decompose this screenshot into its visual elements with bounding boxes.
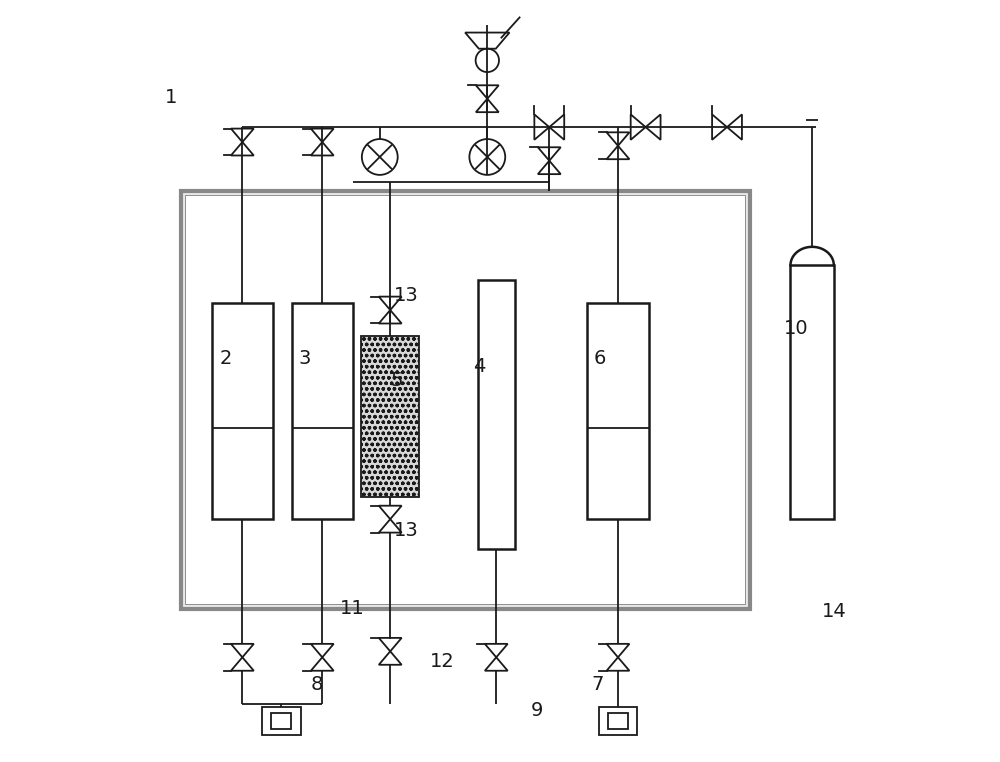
Text: 10: 10 [784, 319, 809, 338]
Text: 6: 6 [593, 349, 606, 368]
Bar [790, 265, 834, 519]
Bar [186, 196, 745, 604]
Text: 12: 12 [430, 652, 455, 671]
Text: 3: 3 [299, 349, 311, 368]
Text: 4: 4 [473, 357, 485, 376]
Text: 2: 2 [220, 349, 232, 368]
Text: 8: 8 [311, 675, 323, 694]
Bar [212, 303, 273, 519]
Bar [587, 303, 649, 519]
Bar [292, 303, 353, 519]
Text: 9: 9 [531, 701, 544, 720]
Text: 13: 13 [394, 521, 419, 539]
Text: 7: 7 [591, 675, 603, 694]
Bar [262, 706, 301, 735]
Bar [478, 280, 515, 549]
Bar [271, 713, 291, 728]
Bar [181, 190, 750, 609]
Text: 11: 11 [340, 599, 365, 618]
Bar [608, 713, 628, 728]
Text: 13: 13 [394, 286, 419, 305]
Text: 5: 5 [391, 372, 403, 390]
Bar [361, 336, 419, 497]
Text: 1: 1 [165, 88, 178, 107]
Bar [186, 196, 745, 604]
Text: 14: 14 [822, 601, 847, 620]
Bar [181, 190, 750, 609]
Bar [599, 706, 637, 735]
